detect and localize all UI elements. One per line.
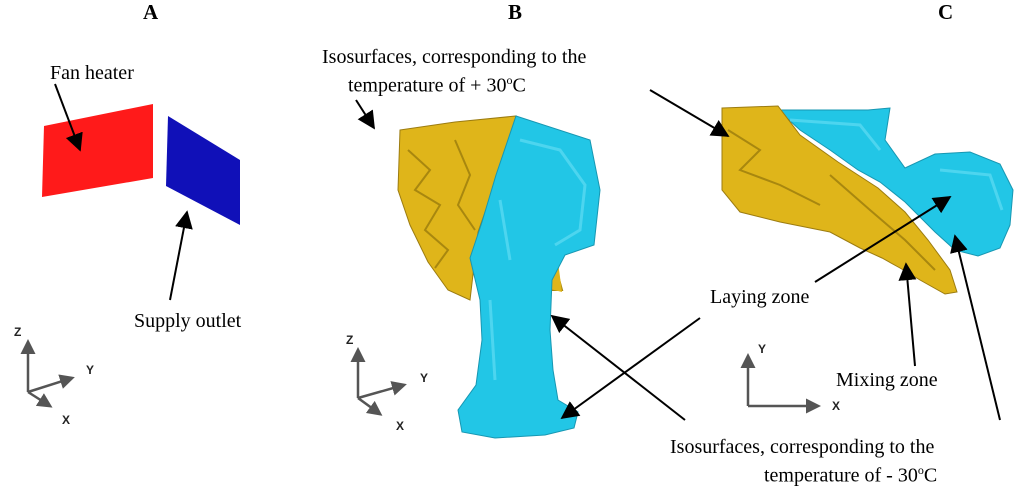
panel-label-c: C	[938, 0, 954, 24]
arrow-iso-hot-b	[355, 99, 375, 130]
axis-a-horizontal-label: Y	[86, 363, 95, 377]
axis-c-horizontal-label: X	[832, 399, 841, 413]
axis-b-horizontal-label: Y	[420, 371, 429, 385]
hot-isosurface-c-texture	[727, 129, 936, 271]
iso-cold-label-line2: temperature of - 30oC	[764, 463, 938, 487]
arrow-laying-b	[560, 317, 701, 420]
hot-isosurface-b	[397, 115, 517, 301]
arrow-iso-cold-c	[950, 234, 1001, 421]
axis-b-diagonal-label: X	[396, 419, 405, 433]
axis-c-vertical-label: Y	[758, 342, 767, 356]
axis-b-vertical-label: Z	[346, 333, 354, 347]
arrow-iso-cold-b	[550, 314, 686, 421]
iso-cold-label-line1: Isosurfaces, corresponding to the	[670, 436, 935, 458]
panel-label-b: B	[508, 0, 523, 24]
fan-heater-label: Fan heater	[50, 62, 134, 84]
cold-isosurface-b-shade	[488, 138, 587, 381]
iso-hot-label-line2: temperature of + 30oC	[348, 73, 526, 97]
arrow-mixing	[898, 262, 917, 367]
supply-outlet-label: Supply outlet	[134, 310, 242, 332]
mixing-zone-label: Mixing zone	[836, 369, 938, 391]
axes-triad-a	[20, 339, 75, 408]
hot-isosurface-c	[721, 105, 958, 295]
axis-a-vertical-label: Z	[14, 325, 22, 339]
arrow-supply-outlet	[169, 210, 193, 301]
laying-zone-label: Laying zone	[710, 286, 810, 308]
cold-isosurface-c-shade	[789, 118, 1004, 211]
arrow-fan-heater	[54, 83, 83, 152]
arrow-laying-c	[814, 196, 952, 283]
iso-hot-label-line1: Isosurfaces, corresponding to the	[322, 46, 587, 68]
axes-triad-b	[350, 347, 407, 416]
panel-label-a: A	[143, 0, 159, 24]
axes-triad-c	[740, 353, 821, 414]
axis-a-diagonal-label: X	[62, 413, 71, 427]
cold-isosurface-c	[776, 107, 1014, 257]
arrow-iso-hot-c	[649, 89, 730, 137]
fan-heater-plate	[42, 104, 153, 197]
supply-outlet-plate	[166, 116, 240, 225]
